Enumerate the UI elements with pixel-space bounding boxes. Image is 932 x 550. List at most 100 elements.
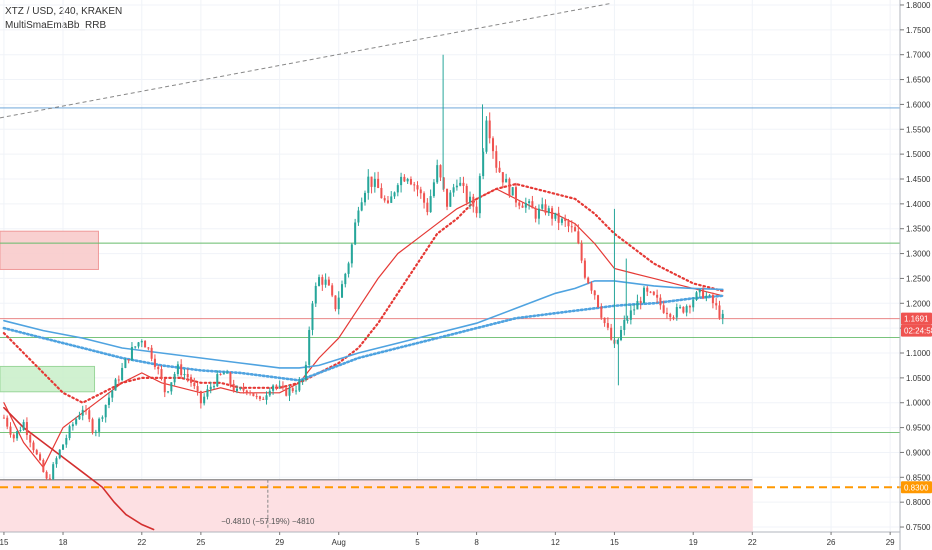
candle-body bbox=[518, 202, 521, 206]
candle-body bbox=[153, 358, 156, 367]
candle-body bbox=[331, 285, 334, 296]
candle-body bbox=[295, 390, 298, 392]
price-tick-label: 1.1000 bbox=[906, 349, 931, 358]
candle-body bbox=[45, 471, 48, 479]
candle-body bbox=[2, 417, 5, 419]
candle-body bbox=[478, 176, 481, 214]
time-tick-label: 29 bbox=[275, 538, 284, 547]
candle-body bbox=[137, 342, 140, 347]
candle-body bbox=[537, 208, 540, 219]
candle-body bbox=[212, 386, 216, 388]
candle-body bbox=[350, 244, 353, 264]
candle-body bbox=[400, 176, 403, 186]
candle-body bbox=[633, 309, 636, 311]
price-tick-label: 1.0000 bbox=[906, 399, 931, 408]
candle-body bbox=[560, 218, 563, 223]
candle-body bbox=[423, 193, 426, 203]
countdown-tag: 02:24:58 bbox=[904, 327, 932, 336]
candle-body bbox=[682, 306, 685, 313]
candle-body bbox=[347, 263, 350, 274]
candle-body bbox=[370, 176, 373, 187]
candle-body bbox=[9, 426, 12, 435]
candle-body bbox=[498, 167, 501, 173]
trendline bbox=[0, 2, 611, 119]
candle-body bbox=[702, 289, 705, 299]
candle-body bbox=[39, 454, 42, 460]
candle-body bbox=[606, 323, 609, 328]
candle-body bbox=[176, 364, 179, 375]
candle-body bbox=[685, 306, 688, 313]
candle-body bbox=[268, 390, 271, 396]
candle-body bbox=[531, 201, 534, 209]
candle-body bbox=[291, 388, 294, 392]
candle-body bbox=[78, 415, 81, 420]
price-tick-label: 1.3500 bbox=[906, 225, 931, 234]
candle-body bbox=[547, 208, 550, 214]
candle-body bbox=[715, 303, 718, 306]
candle-body bbox=[157, 366, 160, 370]
time-tick-label: 12 bbox=[551, 538, 560, 547]
candle-body bbox=[304, 364, 307, 380]
candle-body bbox=[121, 367, 124, 380]
candle-body bbox=[167, 391, 170, 393]
candle-body bbox=[235, 388, 238, 391]
candle-body bbox=[242, 387, 245, 391]
time-tick-label: 22 bbox=[137, 538, 146, 547]
candle-body bbox=[528, 201, 531, 203]
price-tick-label: 1.6000 bbox=[906, 100, 931, 109]
candle-body bbox=[65, 438, 68, 445]
candle-body bbox=[501, 172, 504, 183]
candle-body bbox=[35, 450, 38, 455]
candle-body bbox=[377, 178, 380, 188]
candle-body bbox=[419, 189, 422, 194]
candle-body bbox=[590, 283, 593, 291]
price-tick-label: 1.3000 bbox=[906, 250, 931, 259]
candle-body bbox=[183, 374, 186, 376]
candle-body bbox=[19, 429, 22, 432]
candle-body bbox=[226, 372, 229, 374]
candle-body bbox=[91, 419, 94, 433]
candle-body bbox=[245, 390, 248, 393]
candle-body bbox=[311, 303, 314, 330]
candle-body bbox=[62, 444, 65, 450]
candle-body bbox=[639, 300, 642, 303]
candle-body bbox=[672, 317, 675, 319]
candle-body bbox=[406, 178, 409, 182]
candle-body bbox=[577, 231, 580, 244]
candle-body bbox=[551, 208, 554, 219]
time-tick-label: Aug bbox=[332, 538, 346, 547]
candle-body bbox=[180, 364, 183, 376]
price-tick-label: 1.2500 bbox=[906, 274, 931, 283]
measure-tool: −0.4810 (−57.19%) −4810 bbox=[221, 479, 315, 529]
candle-body bbox=[134, 346, 137, 348]
candle-body bbox=[98, 418, 101, 432]
candle-body bbox=[675, 307, 678, 318]
candle-body bbox=[570, 226, 573, 228]
candle-body bbox=[314, 285, 317, 304]
candle-body bbox=[206, 389, 209, 397]
candle-body bbox=[68, 426, 71, 439]
candle-body bbox=[698, 289, 701, 293]
candle-body bbox=[117, 379, 120, 381]
candle-body bbox=[442, 177, 445, 189]
candle-body bbox=[147, 347, 150, 349]
candle-body bbox=[636, 300, 639, 310]
candle-body bbox=[373, 178, 376, 187]
candle-body bbox=[393, 192, 396, 197]
trendline-layer[interactable] bbox=[0, 2, 611, 119]
price-tick-label: 1.4500 bbox=[906, 175, 931, 184]
candle-body bbox=[278, 385, 281, 387]
candle-body bbox=[216, 374, 219, 387]
candle-body bbox=[252, 392, 255, 397]
candle-body bbox=[281, 385, 284, 388]
candle-body bbox=[84, 409, 88, 411]
candle-body bbox=[12, 434, 15, 439]
candle-body bbox=[357, 210, 360, 223]
price-tick-label: 1.0500 bbox=[906, 374, 931, 383]
candle-body bbox=[619, 329, 623, 340]
candle-body bbox=[340, 284, 344, 298]
price-tick-label: 0.9500 bbox=[906, 424, 931, 433]
candle-body bbox=[272, 385, 275, 391]
candle-body bbox=[475, 206, 478, 214]
